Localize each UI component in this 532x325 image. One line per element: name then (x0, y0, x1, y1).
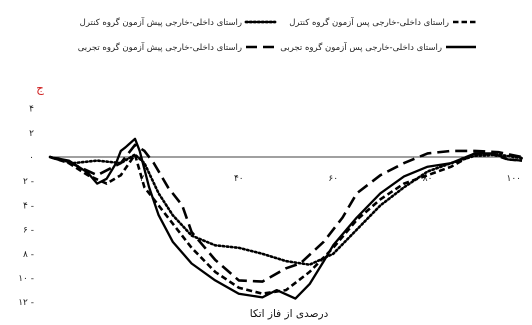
legend-label-control-pre: راستای داخلی-خارجی پیش آزمون گروه کنترل (80, 16, 242, 28)
x-tick-label: ۶۰ (328, 174, 338, 184)
legend-item-experimental-pre: راستای داخلی-خارجی پیش آزمون گروه تجربی (78, 41, 275, 53)
y-tick-label: ۱۰ - (18, 274, 34, 284)
x-tick-label: ۲۰ (140, 174, 150, 184)
y-tick-label: ۴ (29, 105, 34, 115)
y-tick-label: ۸ - (23, 250, 34, 260)
x-tick-label: ۴۰ (234, 174, 244, 184)
y-axis-ticks: ۴ ۲ ۰ ۲ - ۴ - ۶ - ۸ - ۱۰ - ۱۲ - (18, 105, 34, 309)
legend-label-experimental-post: راستای داخلی-خارجی پس آزمون گروه تجربی (280, 41, 442, 53)
y-tick-label: ۲ - (23, 177, 34, 187)
y-tick-label: ۰ (29, 153, 34, 163)
y-tick-label: ۶ - (23, 226, 34, 236)
panel-label: ج (36, 81, 44, 95)
legend: راستای داخلی-خارجی پس آزمون گروه کنترل ر… (78, 16, 476, 53)
series-line-experimental-pre (49, 143, 523, 283)
legend-item-control-post: راستای داخلی-خارجی پس آزمون گروه کنترل (289, 16, 476, 28)
x-axis-label: درصدی از فاز اتکا (250, 308, 329, 320)
series-line-experimental-post (49, 137, 523, 300)
x-axis-ticks: ۲۰ ۴۰ ۶۰ ۸۰ ۱۰۰ (140, 174, 521, 184)
x-tick-label: ۸۰ (423, 174, 433, 184)
series-layer (48, 137, 524, 300)
legend-label-experimental-pre: راستای داخلی-خارجی پیش آزمون گروه تجربی (78, 41, 242, 53)
y-tick-label: ۴ - (23, 201, 34, 211)
y-tick-label: ۱۲ - (18, 298, 34, 308)
x-tick-label: ۱۰۰ (506, 174, 521, 184)
legend-label-control-post: راستای داخلی-خارجی پس آزمون گروه کنترل (289, 16, 449, 28)
series-line-control-pre (48, 153, 524, 267)
y-tick-label: ۲ (29, 129, 34, 139)
series-line-control-post (49, 152, 523, 296)
legend-item-control-pre: راستای داخلی-خارجی پیش آزمون گروه کنترل (80, 16, 277, 28)
legend-item-experimental-post: راستای داخلی-خارجی پس آزمون گروه تجربی (280, 41, 476, 53)
